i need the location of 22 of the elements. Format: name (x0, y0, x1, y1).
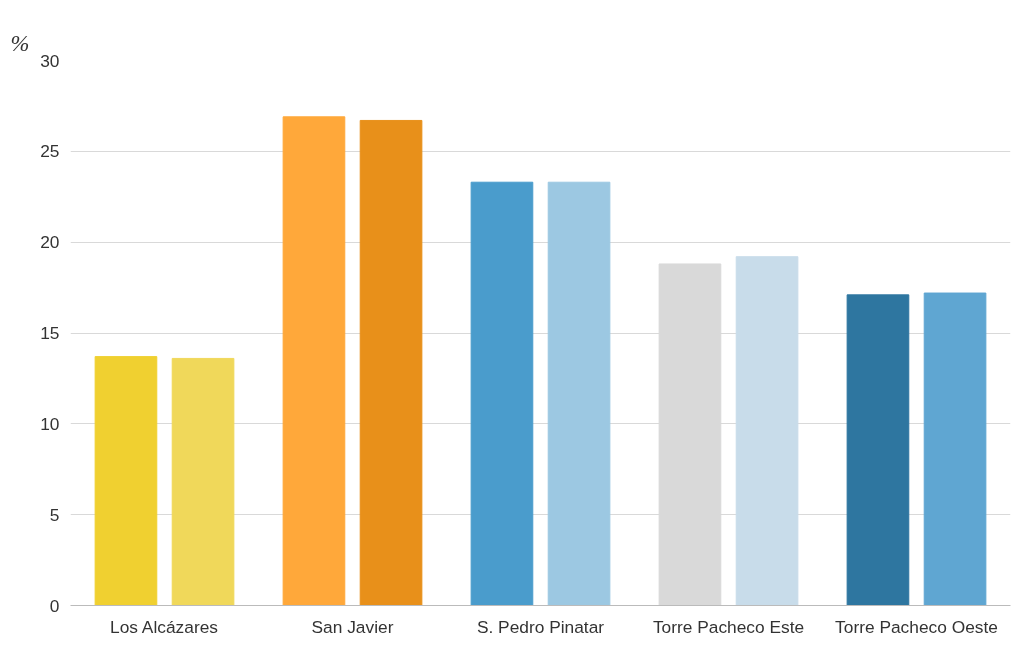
x-tick-label: Los Alcázares (110, 616, 219, 637)
y-tick-label: 5 (49, 504, 60, 525)
y-tick-label: 0 (49, 595, 60, 616)
x-tick-label: S. Pedro Pinatar (476, 616, 605, 637)
y-tick-label: 25 (40, 141, 60, 162)
bar (547, 181, 611, 606)
y-tick-label: 10 (40, 413, 60, 434)
bar (359, 119, 423, 606)
bar (923, 292, 987, 606)
y-tick-label: 30 (40, 50, 60, 71)
x-tick-label: Torre Pacheco Oeste (835, 616, 998, 637)
bar (846, 294, 910, 606)
x-tick-label: Torre Pacheco Este (652, 616, 805, 637)
bar (94, 356, 158, 606)
bar (282, 116, 346, 606)
y-tick-label: 20 (40, 232, 60, 253)
y-tick-label: 15 (40, 323, 60, 343)
bar (470, 181, 534, 606)
bar (735, 256, 799, 606)
y-axis-title: % (10, 30, 30, 56)
x-tick-label: San Javier (311, 616, 394, 637)
bar (171, 357, 235, 606)
